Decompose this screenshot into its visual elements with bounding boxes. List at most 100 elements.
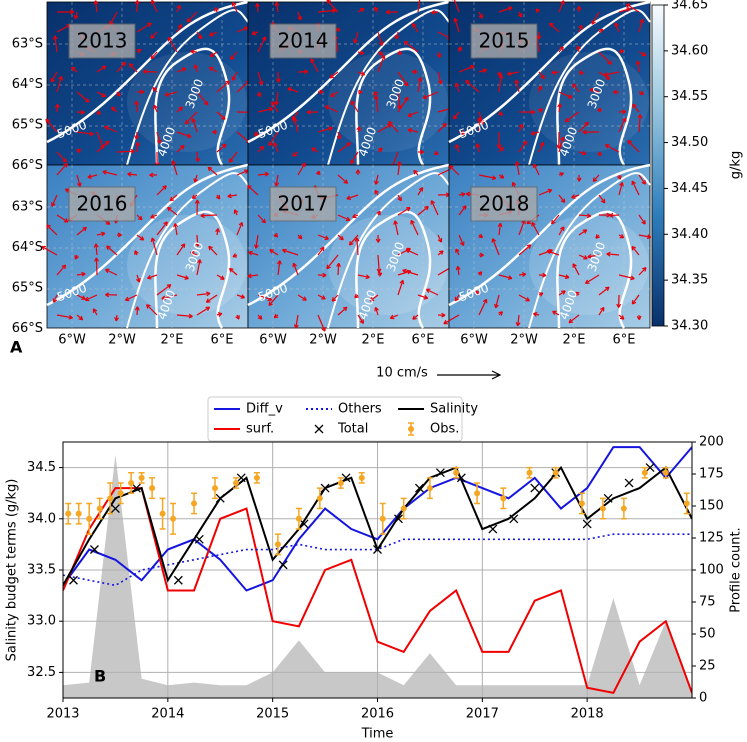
velocity-arrow <box>402 269 419 276</box>
obs-marker <box>453 469 460 476</box>
y2-tick-label: 25 <box>699 659 716 674</box>
velocity-arrow-head <box>76 148 82 154</box>
velocity-arrow <box>606 253 620 256</box>
velocity-arrow-head <box>124 296 130 302</box>
velocity-arrow-head <box>411 69 417 75</box>
obs-marker <box>138 474 145 481</box>
colorbar-tick-label: 34.45 <box>671 181 708 196</box>
velocity-arrow-head <box>184 275 189 280</box>
velocity-arrow <box>87 174 98 178</box>
velocity-arrow-head <box>461 130 466 136</box>
lon-tick-label: 6°W <box>58 333 86 348</box>
y2-tick-label: 100 <box>699 563 724 578</box>
velocity-arrow-head <box>479 120 485 125</box>
colorbar-tick-label: 34.60 <box>671 43 708 58</box>
velocity-arrow-head <box>319 246 325 252</box>
velocity-arrow-head <box>200 213 205 219</box>
velocity-arrow-head <box>564 117 570 123</box>
velocity-arrow-head <box>540 74 545 80</box>
velocity-arrow-head <box>355 169 361 174</box>
velocity-arrow-head <box>621 117 627 123</box>
velocity-arrow <box>156 284 172 296</box>
velocity-arrow <box>531 222 540 236</box>
velocity-arrow-head <box>100 231 106 237</box>
velocity-arrow <box>136 22 152 33</box>
velocity-arrow <box>76 226 87 236</box>
velocity-arrow <box>609 214 620 217</box>
y-tick-label: 32.5 <box>27 665 56 680</box>
velocity-arrow-head <box>631 245 636 251</box>
total-marker <box>582 519 592 529</box>
isobath <box>556 210 633 329</box>
velocity-arrow <box>603 71 620 76</box>
velocity-arrow <box>275 2 279 13</box>
velocity-arrow <box>317 246 325 256</box>
velocity-arrow <box>317 294 326 300</box>
velocity-arrow-head <box>93 0 99 5</box>
velocity-arrow <box>236 26 249 33</box>
velocity-arrow-head <box>430 200 436 205</box>
lat-tick-label: 64°S <box>12 77 43 92</box>
velocity-arrow <box>125 294 138 301</box>
velocity-arrow-head <box>491 238 497 243</box>
velocity-arrow-head <box>321 295 326 300</box>
velocity-arrow-head <box>128 63 134 68</box>
obs-marker <box>295 515 302 522</box>
year-label: 2013 <box>77 29 128 53</box>
velocity-arrow <box>45 118 58 133</box>
velocity-arrow-head <box>134 100 140 106</box>
velocity-arrow-head <box>147 22 152 27</box>
isobath <box>46 163 249 307</box>
y2-axis-label: Profile count. <box>729 527 744 612</box>
velocity-arrow-head <box>389 314 395 320</box>
velocity-arrow-head <box>233 209 239 214</box>
velocity-arrow-head <box>336 135 342 140</box>
obs-marker <box>75 510 82 517</box>
velocity-arrow-head <box>105 292 110 298</box>
velocity-arrow-head <box>63 218 69 223</box>
velocity-arrow-head <box>253 244 259 249</box>
velocity-arrow-head <box>149 172 154 178</box>
lon-tick-label: 6°W <box>259 333 287 348</box>
velocity-arrow-head <box>441 312 446 318</box>
velocity-arrow-head <box>74 255 79 260</box>
velocity-arrow-head <box>369 297 375 302</box>
velocity-arrow <box>390 314 399 319</box>
velocity-arrow <box>146 304 158 316</box>
velocity-arrow <box>407 111 419 117</box>
velocity-arrow <box>326 254 339 270</box>
velocity-arrow-head <box>600 306 605 312</box>
velocity-arrow <box>337 214 351 221</box>
velocity-arrow-head <box>96 110 102 115</box>
velocity-arrow <box>417 206 429 216</box>
velocity-arrow-head <box>62 157 67 163</box>
velocity-arrow-head <box>627 139 632 145</box>
velocity-arrow-head <box>393 220 398 225</box>
velocity-arrow <box>76 91 90 103</box>
velocity-arrow <box>564 111 580 123</box>
velocity-arrow-head <box>576 177 582 182</box>
velocity-arrow-head <box>617 175 622 180</box>
velocity-arrow <box>208 245 218 256</box>
velocity-arrow-head <box>584 121 589 127</box>
velocity-arrow-head <box>258 80 264 86</box>
velocity-arrow <box>196 306 210 316</box>
velocity-arrow <box>397 280 404 296</box>
velocity-arrow-head <box>600 198 606 204</box>
velocity-arrow <box>317 234 329 240</box>
velocity-arrow <box>174 223 178 236</box>
obs-marker <box>117 490 124 497</box>
velocity-arrow <box>457 266 460 276</box>
velocity-arrow <box>375 174 379 185</box>
velocity-arrow-head <box>465 79 470 85</box>
velocity-arrow-head <box>454 82 460 88</box>
velocity-arrow-head <box>321 327 326 332</box>
velocity-arrow-head <box>537 85 543 90</box>
map-shade <box>127 52 247 152</box>
velocity-arrow <box>498 74 502 93</box>
velocity-arrow-head <box>292 152 297 157</box>
velocity-arrow-head <box>152 86 157 92</box>
velocity-arrow-head <box>568 318 574 324</box>
velocity-arrow <box>375 95 379 113</box>
velocity-arrow <box>136 234 144 241</box>
